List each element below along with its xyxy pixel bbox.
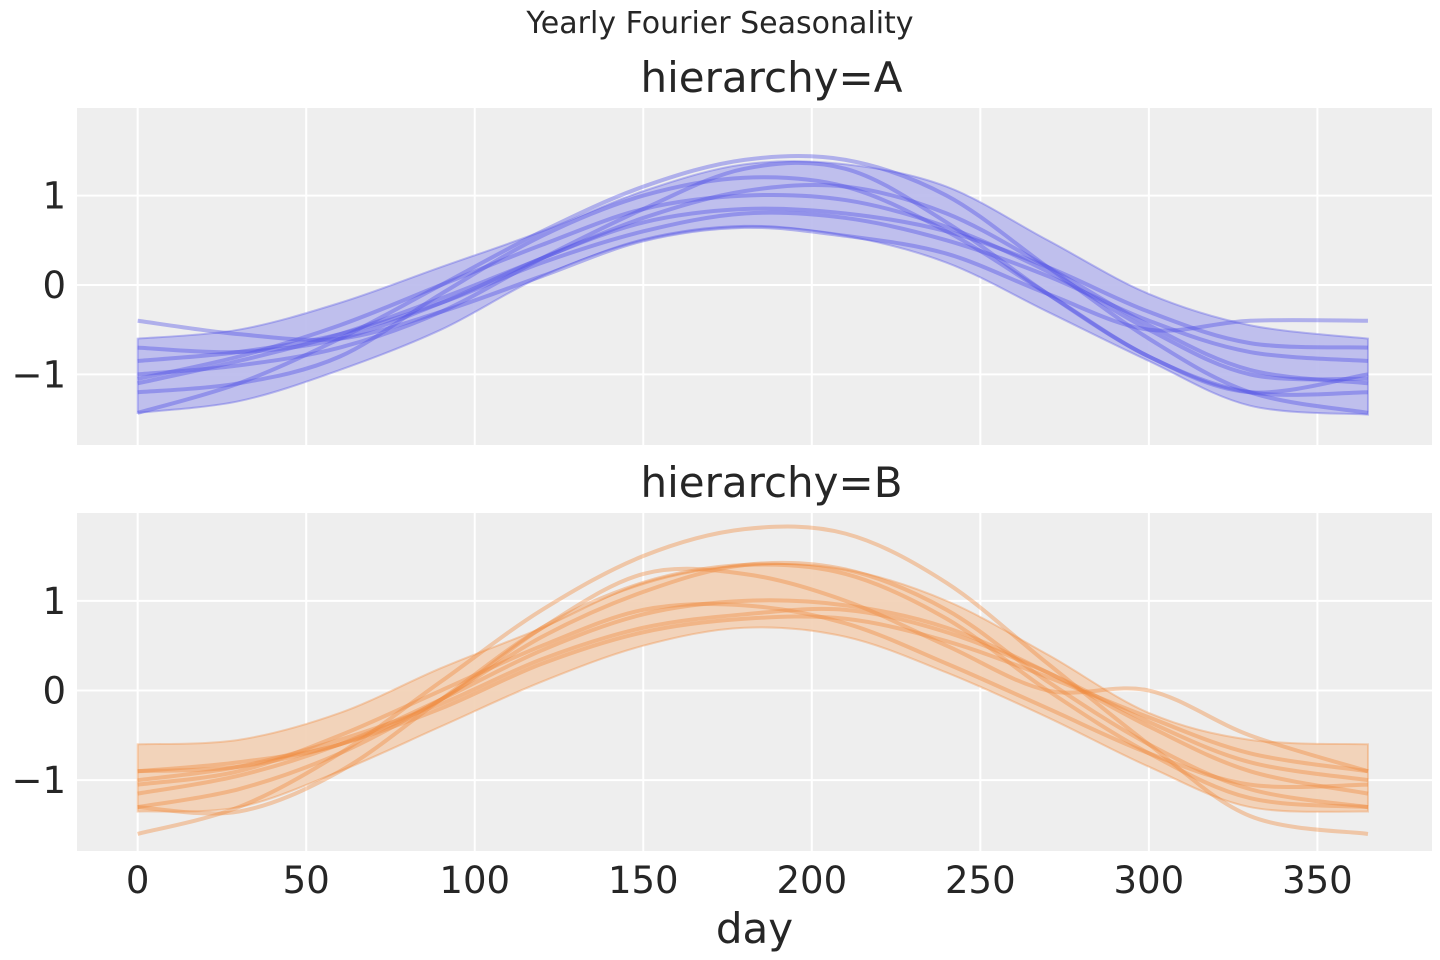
sample-line-2 [137,224,1368,342]
sample-line-6 [137,175,1368,397]
sample-line-5 [137,606,1369,783]
x-tick-label: 150 [608,859,679,902]
subplot-title: hierarchy=B [640,458,902,507]
sample-line-2 [137,566,1369,774]
sample-line-3 [137,153,1369,415]
x-tick-label: 0 [126,859,150,902]
x-tick-label: 300 [1114,859,1185,902]
y-tick-label: 1 [42,580,66,623]
subplot-b: hierarchy=B −1 0 1 0 50 100 150 200 250 300 350 day [11,458,1432,953]
sample-line-1 [137,524,1369,836]
subplot-title: hierarchy=A [641,53,903,102]
x-tick-label: 100 [439,859,510,902]
x-tick-label: 50 [283,859,330,902]
x-axis-label: day [716,904,793,953]
sample-line-1 [137,183,1369,386]
y-tick-label: −1 [11,353,66,396]
sample-line-5 [137,206,1369,355]
y-tick-label: 0 [42,264,66,307]
x-tick-label: 200 [776,859,847,902]
hdi-band [136,562,1369,813]
x-tick-label: 250 [945,859,1016,902]
y-tick-label: −1 [11,759,66,802]
subplot-a: hierarchy=A −1 0 1 [11,53,1432,445]
sample-line-8 [137,210,1369,363]
sample-line-3 [137,562,1369,816]
sample-line-8 [137,614,1369,774]
sample-line-4 [137,160,1369,395]
sample-line-7 [137,560,1369,810]
x-tick-label: 350 [1282,859,1353,902]
figure-title: Yearly Fourier Seasonality [525,6,913,41]
sample-line-4 [137,598,1369,796]
sample-line-7 [137,192,1369,382]
hdi-band [136,160,1369,416]
y-tick-label: 1 [42,175,66,218]
y-tick-label: 0 [42,670,66,713]
sample-line-6 [137,602,1368,789]
